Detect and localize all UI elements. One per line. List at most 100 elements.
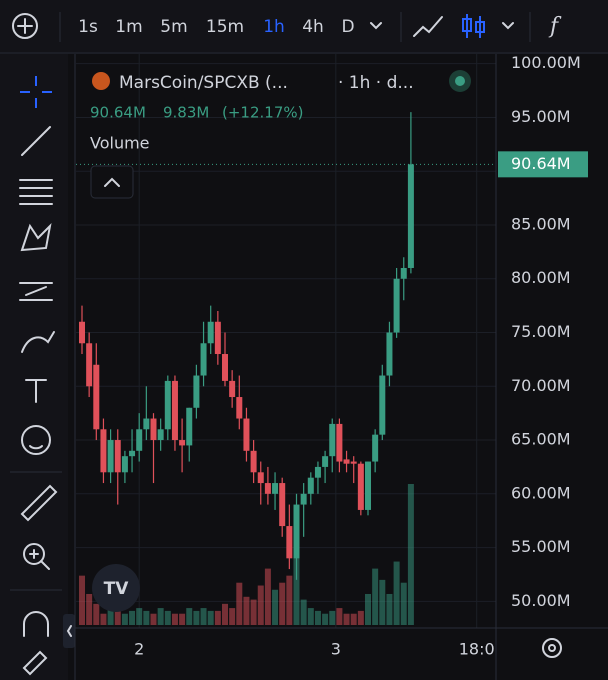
settings-button[interactable] <box>542 638 562 658</box>
chart-type-button[interactable] <box>462 14 485 38</box>
price-label: 100.00M <box>511 53 581 72</box>
collapse-legend-icon <box>104 177 120 187</box>
candle-body <box>129 450 136 457</box>
interval-button[interactable]: 5m <box>160 17 187 37</box>
interval-button[interactable]: 1m <box>115 17 142 37</box>
candle-body <box>264 483 271 494</box>
symbol[interactable]: MarsCoin/SPCXB (... <box>119 73 288 93</box>
price-label: 65.00M <box>511 430 571 449</box>
drawing-tool-button[interactable] <box>413 16 443 37</box>
legend-price: 90.64M <box>90 104 146 122</box>
candle-body <box>329 423 336 457</box>
interval-dropdown[interactable] <box>370 22 382 30</box>
settings-icon <box>548 644 556 652</box>
emoji-tool[interactable] <box>21 425 51 455</box>
volume-bar <box>372 568 379 625</box>
candle-body <box>393 278 400 333</box>
interval-button[interactable]: 4h <box>302 17 324 37</box>
interval-button[interactable]: 1s <box>78 17 98 37</box>
time-label: 3 <box>331 640 341 659</box>
candle-body <box>336 423 343 462</box>
brush-tool[interactable] <box>21 331 55 353</box>
price-label: 85.00M <box>511 214 571 233</box>
candle-body <box>279 483 286 527</box>
candle-body <box>357 463 364 510</box>
candle-body <box>343 459 350 464</box>
volume-bar <box>322 613 329 625</box>
volume-bar <box>293 554 300 625</box>
legend-change-percent: (+12.17%) <box>222 104 303 122</box>
volume-bar <box>336 608 343 625</box>
indicator-name[interactable]: Volume <box>90 134 150 153</box>
volume-bar <box>143 610 150 625</box>
volume-bar <box>279 582 286 625</box>
volume-bar <box>164 610 171 625</box>
chart-type-dropdown[interactable] <box>502 22 514 30</box>
zoom-tool[interactable] <box>23 543 45 565</box>
volume-bar <box>107 608 114 625</box>
left-toolbar <box>0 54 68 680</box>
volume-bar <box>86 593 93 625</box>
volume-bar <box>264 568 271 625</box>
price-label: 60.00M <box>511 483 571 502</box>
price-label: 80.00M <box>511 268 571 287</box>
candle-body <box>286 526 293 559</box>
add-icon <box>17 18 33 34</box>
volume-bar <box>121 613 128 625</box>
prediction-tool[interactable] <box>19 282 53 301</box>
candle-body <box>400 267 407 279</box>
candle-body <box>193 375 200 408</box>
volume-bar <box>214 610 221 625</box>
volume-bar <box>179 613 186 625</box>
interval-button[interactable]: 1h <box>263 17 285 37</box>
candle-body <box>171 380 178 441</box>
volume-bar <box>243 596 250 625</box>
volume-bar <box>300 599 307 625</box>
candle-body <box>365 461 371 510</box>
volume-bar <box>386 593 393 625</box>
fib-tool[interactable] <box>19 179 53 205</box>
price-label: 50.00M <box>511 591 571 610</box>
collapse-icon <box>66 625 72 637</box>
candle-body <box>121 456 128 473</box>
volume-bar <box>207 610 214 625</box>
volume-bar <box>79 575 85 625</box>
volume-bar <box>393 561 400 625</box>
volume-bar <box>100 613 107 625</box>
volume-bar <box>186 608 193 625</box>
price-label: 95.00M <box>511 107 571 126</box>
lock-tool[interactable] <box>22 650 48 676</box>
volume-bar <box>329 610 336 625</box>
volume-bar <box>343 613 350 625</box>
candle-body <box>243 418 250 451</box>
interval-button[interactable]: D <box>341 17 354 37</box>
volume-bar <box>93 603 100 625</box>
candle-body <box>136 429 143 451</box>
last-price-label: 90.64M <box>511 154 571 173</box>
candle-body <box>143 418 150 430</box>
volume-bar <box>400 582 407 625</box>
zoom-icon <box>29 549 50 570</box>
candle-body <box>214 321 221 355</box>
candle-body <box>207 321 214 344</box>
interval-button[interactable]: 15m <box>206 17 244 37</box>
collapse-legend[interactable] <box>90 165 134 199</box>
candle-body <box>164 380 171 430</box>
price-label: 75.00M <box>511 322 571 341</box>
last-price-box <box>498 151 588 178</box>
tv-logo <box>92 564 140 612</box>
intervals: 1s 1m 5m 15m 1h 4h D <box>78 17 354 37</box>
ruler-tool[interactable] <box>20 484 58 522</box>
candle-body <box>272 483 279 494</box>
pattern-tool[interactable] <box>20 223 52 252</box>
add-button[interactable] <box>12 13 38 39</box>
magnet-tool[interactable] <box>23 611 49 637</box>
candle-body <box>236 397 243 419</box>
text-tool[interactable] <box>25 379 47 403</box>
crosshair-tool[interactable] <box>20 76 52 108</box>
tv-logo-text: TV <box>104 579 130 599</box>
volume-bar <box>229 608 236 625</box>
trendline-tool[interactable] <box>21 126 51 156</box>
